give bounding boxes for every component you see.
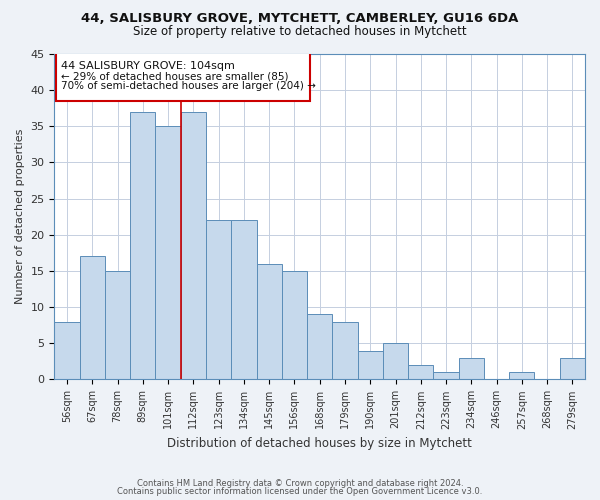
Bar [433, 372, 458, 380]
Bar [231, 220, 257, 380]
Text: Size of property relative to detached houses in Mytchett: Size of property relative to detached ho… [133, 25, 467, 38]
Bar [560, 358, 585, 380]
Y-axis label: Number of detached properties: Number of detached properties [15, 129, 25, 304]
Bar [257, 264, 282, 380]
Text: 70% of semi-detached houses are larger (204) →: 70% of semi-detached houses are larger (… [61, 81, 316, 91]
FancyBboxPatch shape [56, 50, 310, 101]
Bar [282, 271, 307, 380]
Bar [80, 256, 105, 380]
Bar [358, 350, 383, 380]
X-axis label: Distribution of detached houses by size in Mytchett: Distribution of detached houses by size … [167, 437, 472, 450]
Bar [332, 322, 358, 380]
Bar [458, 358, 484, 380]
Bar [408, 365, 433, 380]
Bar [105, 271, 130, 380]
Text: ← 29% of detached houses are smaller (85): ← 29% of detached houses are smaller (85… [61, 72, 288, 82]
Bar [181, 112, 206, 380]
Text: Contains HM Land Registry data © Crown copyright and database right 2024.: Contains HM Land Registry data © Crown c… [137, 478, 463, 488]
Bar [130, 112, 155, 380]
Text: 44 SALISBURY GROVE: 104sqm: 44 SALISBURY GROVE: 104sqm [61, 61, 235, 71]
Bar [383, 344, 408, 380]
Bar [206, 220, 231, 380]
Bar [55, 322, 80, 380]
Text: 44, SALISBURY GROVE, MYTCHETT, CAMBERLEY, GU16 6DA: 44, SALISBURY GROVE, MYTCHETT, CAMBERLEY… [82, 12, 518, 26]
Text: Contains public sector information licensed under the Open Government Licence v3: Contains public sector information licen… [118, 487, 482, 496]
Bar [155, 126, 181, 380]
Bar [307, 314, 332, 380]
Bar [509, 372, 535, 380]
